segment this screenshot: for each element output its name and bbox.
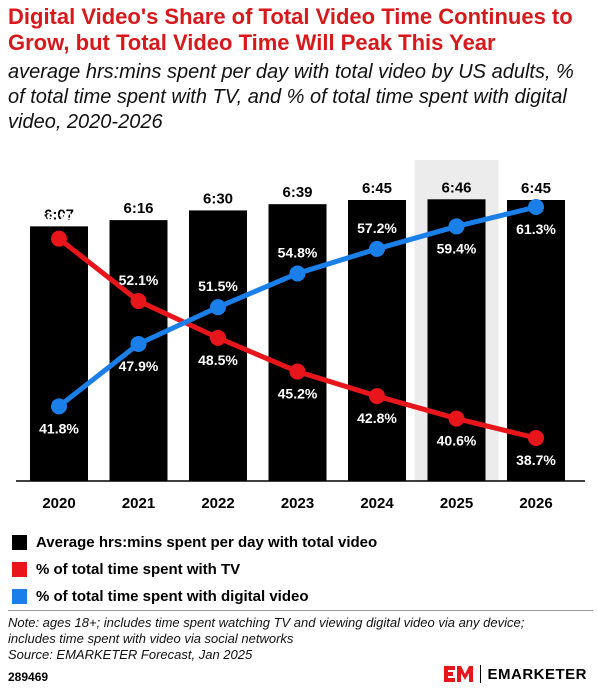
legend-label: % of total time spent with digital video [36, 588, 309, 605]
point-label-digital-2023: 54.8% [278, 244, 318, 260]
point-digital-2021 [130, 335, 147, 352]
x-tick-label-2020: 2020 [42, 495, 75, 512]
note-line: includes time spent with video via socia… [8, 631, 294, 646]
x-tick-label-2024: 2024 [360, 495, 394, 512]
legend-swatch-black [12, 535, 27, 550]
point-tv-2020 [51, 230, 67, 247]
legend-label: Average hrs:mins spent per day with tota… [36, 534, 378, 551]
point-label-digital-2022: 51.5% [198, 278, 238, 294]
legend-swatch-red [12, 562, 27, 577]
point-digital-2024 [369, 240, 385, 257]
bar-2023 [268, 204, 327, 481]
chart-notes: Note: ages 18+; includes time spent watc… [8, 610, 593, 663]
point-label-digital-2025: 59.4% [437, 240, 477, 256]
bar-label-2026: 6:45 [521, 180, 551, 197]
legend-swatch-blue [12, 589, 27, 604]
point-label-tv-2021: 52.1% [119, 272, 159, 288]
source-line: Source: EMARKETER Forecast, Jan 2025 [8, 647, 253, 662]
chart-title: Digital Video's Share of Total Video Tim… [8, 4, 573, 55]
point-label-digital-2021: 47.9% [119, 358, 159, 374]
x-tick-label-2023: 2023 [281, 495, 314, 512]
legend-label: % of total time spent with TV [36, 561, 241, 578]
point-label-digital-2020: 41.8% [39, 420, 79, 436]
bar-label-2025: 6:46 [441, 179, 471, 196]
legend-item-digital-video: % of total time spent with digital video [12, 584, 582, 609]
point-tv-2025 [448, 410, 465, 427]
point-digital-2026 [528, 199, 544, 215]
bar-label-2024: 6:45 [362, 180, 392, 197]
bar-2025 [427, 199, 486, 482]
point-label-tv-2026: 38.7% [516, 452, 556, 468]
point-label-tv-2024: 42.8% [357, 410, 397, 426]
bar-label-2020: 6:07 [44, 206, 74, 223]
chart-subtitle: average hrs:mins spent per day with tota… [8, 61, 574, 133]
point-tv-2021 [130, 293, 147, 310]
x-tick-label-2025: 2025 [440, 495, 473, 512]
point-tv-2023 [289, 363, 306, 380]
x-tick-label-2022: 2022 [201, 495, 234, 512]
bar-label-2023: 6:39 [282, 184, 312, 201]
point-tv-2026 [528, 430, 544, 446]
point-label-digital-2026: 61.3% [516, 221, 556, 237]
brand-separator [480, 665, 482, 683]
legend-item-tv: % of total time spent with TV [12, 557, 582, 582]
note-line: Note: ages 18+; includes time spent watc… [8, 615, 525, 630]
point-label-tv-2025: 40.6% [437, 433, 477, 449]
point-tv-2022 [210, 329, 226, 346]
x-tick-label-2026: 2026 [519, 495, 552, 512]
bar-label-2022: 6:30 [203, 190, 233, 207]
brand-name: EMARKETER [487, 665, 587, 683]
x-tick-label-2021: 2021 [122, 495, 155, 512]
legend-item-total-video: Average hrs:mins spent per day with tota… [12, 530, 582, 555]
combo-chart: 6:07 6:16 6:30 6:39 6:45 6:46 6:45 58.2% 52.1% 4… [16, 160, 585, 512]
emarketer-logo-icon [444, 666, 474, 682]
point-digital-2023 [289, 265, 306, 282]
point-tv-2024 [369, 388, 385, 405]
point-digital-2025 [448, 218, 465, 235]
bar-label-2021: 6:16 [123, 200, 153, 217]
point-label-tv-2022: 48.5% [198, 352, 238, 368]
point-label-tv-2023: 45.2% [278, 386, 318, 402]
brand: EMARKETER [444, 664, 587, 684]
bar-2020 [30, 226, 88, 481]
legend: Average hrs:mins spent per day with tota… [12, 530, 582, 611]
point-digital-2022 [210, 299, 226, 316]
chart-id: 289469 [8, 670, 49, 684]
point-label-digital-2024: 57.2% [357, 220, 397, 236]
point-label-tv-2020: 58.2% [39, 210, 79, 226]
point-digital-2020 [51, 398, 67, 415]
